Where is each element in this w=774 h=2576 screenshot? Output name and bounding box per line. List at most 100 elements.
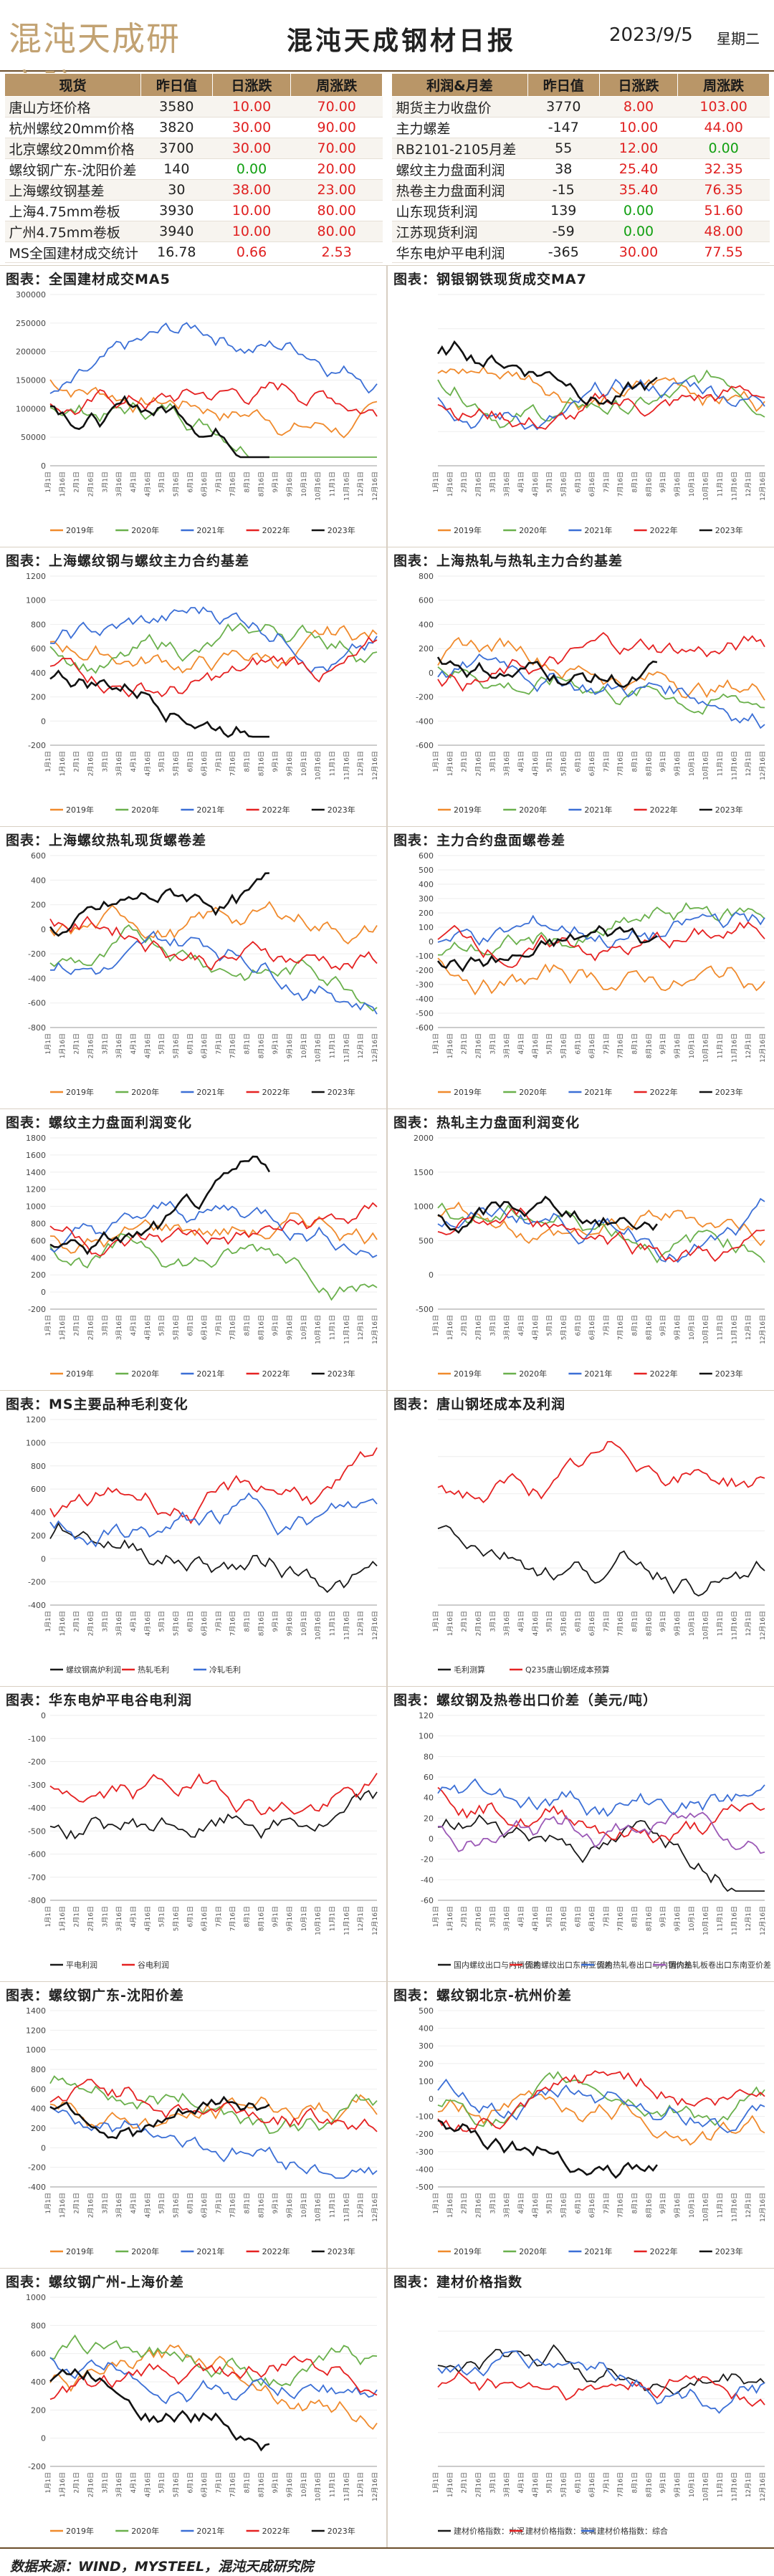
x-tick-label: 7月1日 — [215, 1033, 223, 1054]
chart-title: 图表：上海螺纹热轧现货螺卷差 — [6, 833, 207, 848]
legend-label: 2022年 — [262, 2526, 290, 2536]
legend-label: 2022年 — [262, 805, 290, 815]
x-tick-label: 8月16日 — [645, 751, 653, 776]
x-tick-label: 2月16日 — [87, 2472, 95, 2497]
legend-label: 2019年 — [454, 1087, 482, 1097]
x-tick-label: 12月1日 — [357, 1906, 365, 1931]
y-tick-label: 0 — [41, 461, 46, 471]
x-tick-label: 5月16日 — [172, 1033, 180, 1058]
y-tick-label: -800 — [28, 1896, 46, 1905]
cell-value: 16.78 — [140, 241, 213, 263]
x-tick-label: 6月16日 — [588, 751, 596, 776]
x-tick-label: 12月1日 — [745, 751, 752, 776]
x-tick-label: 8月16日 — [645, 2193, 653, 2218]
x-tick-label: 1月16日 — [446, 1033, 454, 1058]
cell-value: 3700 — [140, 138, 213, 159]
x-tick-label: 6月16日 — [588, 2193, 596, 2218]
x-tick-label: 6月16日 — [201, 1906, 209, 1931]
x-tick-label: 11月16日 — [730, 471, 738, 501]
y-tick-label: 300 — [419, 2041, 434, 2051]
series-line — [49, 2344, 378, 2431]
series-line — [437, 378, 765, 431]
x-tick-label: 1月16日 — [446, 2193, 454, 2218]
company-logo: 混沌天成研究院 — [9, 10, 188, 105]
x-tick-label: 4月16日 — [532, 1033, 540, 1058]
cell-week: 2.53 — [290, 241, 383, 263]
series-line — [437, 632, 765, 692]
x-tick-label: 6月16日 — [201, 1033, 209, 1058]
series-line — [437, 1811, 765, 1854]
x-tick-label: 7月16日 — [229, 1906, 237, 1931]
x-tick-label: 11月16日 — [343, 1611, 350, 1640]
legend-label: 螺纹钢高炉利润 — [66, 1665, 121, 1675]
x-tick-label: 11月1日 — [717, 1906, 725, 1931]
col-header: 周涨跌 — [290, 73, 383, 97]
series-line — [437, 902, 765, 956]
x-tick-label: 6月16日 — [201, 2193, 209, 2218]
x-tick-label: 3月1日 — [101, 1315, 109, 1336]
y-tick-label: 60 — [424, 1773, 434, 1782]
legend-label: 2019年 — [66, 525, 94, 535]
legend-label: 2022年 — [650, 805, 678, 815]
x-tick-label: 11月16日 — [343, 1033, 350, 1063]
x-tick-label: 8月1日 — [244, 751, 252, 772]
x-tick-label: 5月16日 — [172, 1906, 180, 1931]
series-line — [49, 606, 378, 674]
x-tick-label: 4月16日 — [144, 2193, 152, 2218]
x-tick-label: 2月16日 — [474, 2193, 482, 2218]
x-tick-label: 5月1日 — [158, 471, 166, 492]
x-tick-label: 7月1日 — [603, 751, 611, 772]
y-tick-label: -200 — [28, 1758, 46, 1767]
summary-tables: 现货 昨日值 日涨跌 周涨跌 唐山方坯价格 3580 10.00 70.00 杭州螺纹2… — [0, 72, 774, 265]
y-tick-label: 0 — [41, 2143, 46, 2153]
y-tick-label: 800 — [31, 620, 46, 629]
col-header: 日涨跌 — [598, 73, 679, 97]
x-tick-label: 3月1日 — [101, 2193, 109, 2213]
x-tick-label: 10月16日 — [702, 1033, 710, 1063]
x-tick-label: 11月1日 — [329, 1315, 337, 1340]
cell-value: 3770 — [527, 96, 600, 118]
x-tick-label: 5月1日 — [546, 471, 554, 492]
x-tick-label: 3月1日 — [489, 2472, 497, 2493]
chart-title: 图表：热轧主力盘面利润变化 — [393, 1115, 580, 1131]
cell-name: 北京螺纹20mm价格 — [4, 138, 141, 159]
series-line — [437, 921, 765, 968]
cell-day: 10.00 — [212, 221, 291, 242]
y-tick-label: 400 — [31, 876, 46, 885]
table-row: 主力螺差 -147 10.00 44.00 — [391, 117, 770, 138]
x-tick-label: 12月1日 — [745, 1611, 752, 1636]
column-divider — [386, 1981, 388, 2268]
x-tick-label: 6月1日 — [186, 1906, 194, 1927]
x-tick-label: 11月16日 — [343, 751, 350, 780]
cell-value: 30 — [140, 179, 213, 201]
y-tick-label: -200 — [28, 1305, 46, 1314]
legend-label: 毛利测算 — [454, 1665, 485, 1675]
x-tick-label: 9月16日 — [286, 751, 294, 776]
legend-label: 2023年 — [328, 1087, 355, 1097]
y-tick-label: 0 — [429, 1834, 434, 1844]
y-tick-label: 200 — [419, 909, 434, 918]
data-source: 数据来源：WIND，MYSTEEL，混沌天成研究院 — [10, 2559, 314, 2575]
cell-name: RB2101-2105月差 — [391, 138, 528, 159]
table-row: 华东电炉平电利润 -365 30.00 77.55 — [391, 241, 770, 263]
x-tick-label: 1月16日 — [59, 1033, 67, 1058]
chart-title: 图表：螺纹钢广州-上海价差 — [6, 2274, 184, 2290]
series-line — [437, 1202, 765, 1264]
x-tick-label: 10月1日 — [688, 1611, 696, 1636]
column-divider — [386, 1390, 388, 1686]
x-tick-label: 12月16日 — [759, 1611, 767, 1640]
x-tick-label: 11月16日 — [730, 1315, 738, 1344]
cell-day: 25.40 — [599, 158, 678, 180]
x-tick-label: 9月16日 — [674, 1033, 682, 1058]
x-tick-label: 2月16日 — [87, 751, 95, 776]
chart-panel: 图表：主力合约盘面螺卷差 600 500 400 300 200 100 0 -100 -200 -… — [388, 826, 774, 1109]
x-tick-label: 4月1日 — [130, 1906, 138, 1927]
legend-label: 国内热轧卷出口与内销价差 — [597, 1960, 692, 1970]
x-tick-label: 6月16日 — [588, 1611, 596, 1636]
x-tick-label: 10月1日 — [688, 1315, 696, 1340]
series-line — [49, 915, 378, 971]
x-tick-label: 11月16日 — [730, 1906, 738, 1935]
